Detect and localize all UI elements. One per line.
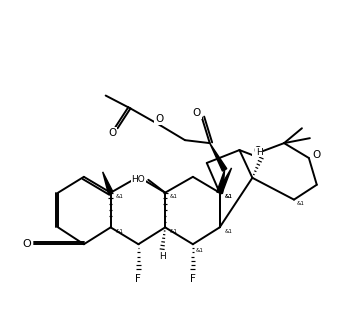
- Text: &1: &1: [115, 229, 123, 234]
- Text: &1: &1: [224, 229, 232, 234]
- Text: &1: &1: [224, 194, 232, 199]
- Text: &1: &1: [170, 194, 178, 199]
- Text: O: O: [155, 114, 163, 124]
- Text: &1: &1: [297, 201, 305, 206]
- Polygon shape: [210, 143, 227, 171]
- Text: &1: &1: [170, 229, 178, 234]
- Text: O: O: [22, 239, 31, 249]
- Text: &1: &1: [115, 194, 123, 199]
- Text: F: F: [135, 274, 141, 284]
- Text: HO: HO: [131, 175, 145, 184]
- Text: O: O: [109, 128, 117, 138]
- Text: O: O: [193, 108, 201, 118]
- Text: &1: &1: [224, 194, 232, 199]
- Text: &1: &1: [196, 248, 204, 253]
- Text: H: H: [159, 252, 165, 261]
- Polygon shape: [103, 172, 113, 193]
- Text: F: F: [190, 274, 196, 284]
- Text: H: H: [256, 148, 263, 157]
- Polygon shape: [217, 170, 224, 193]
- Polygon shape: [218, 168, 232, 194]
- Text: O: O: [253, 146, 261, 156]
- Text: O: O: [313, 150, 321, 160]
